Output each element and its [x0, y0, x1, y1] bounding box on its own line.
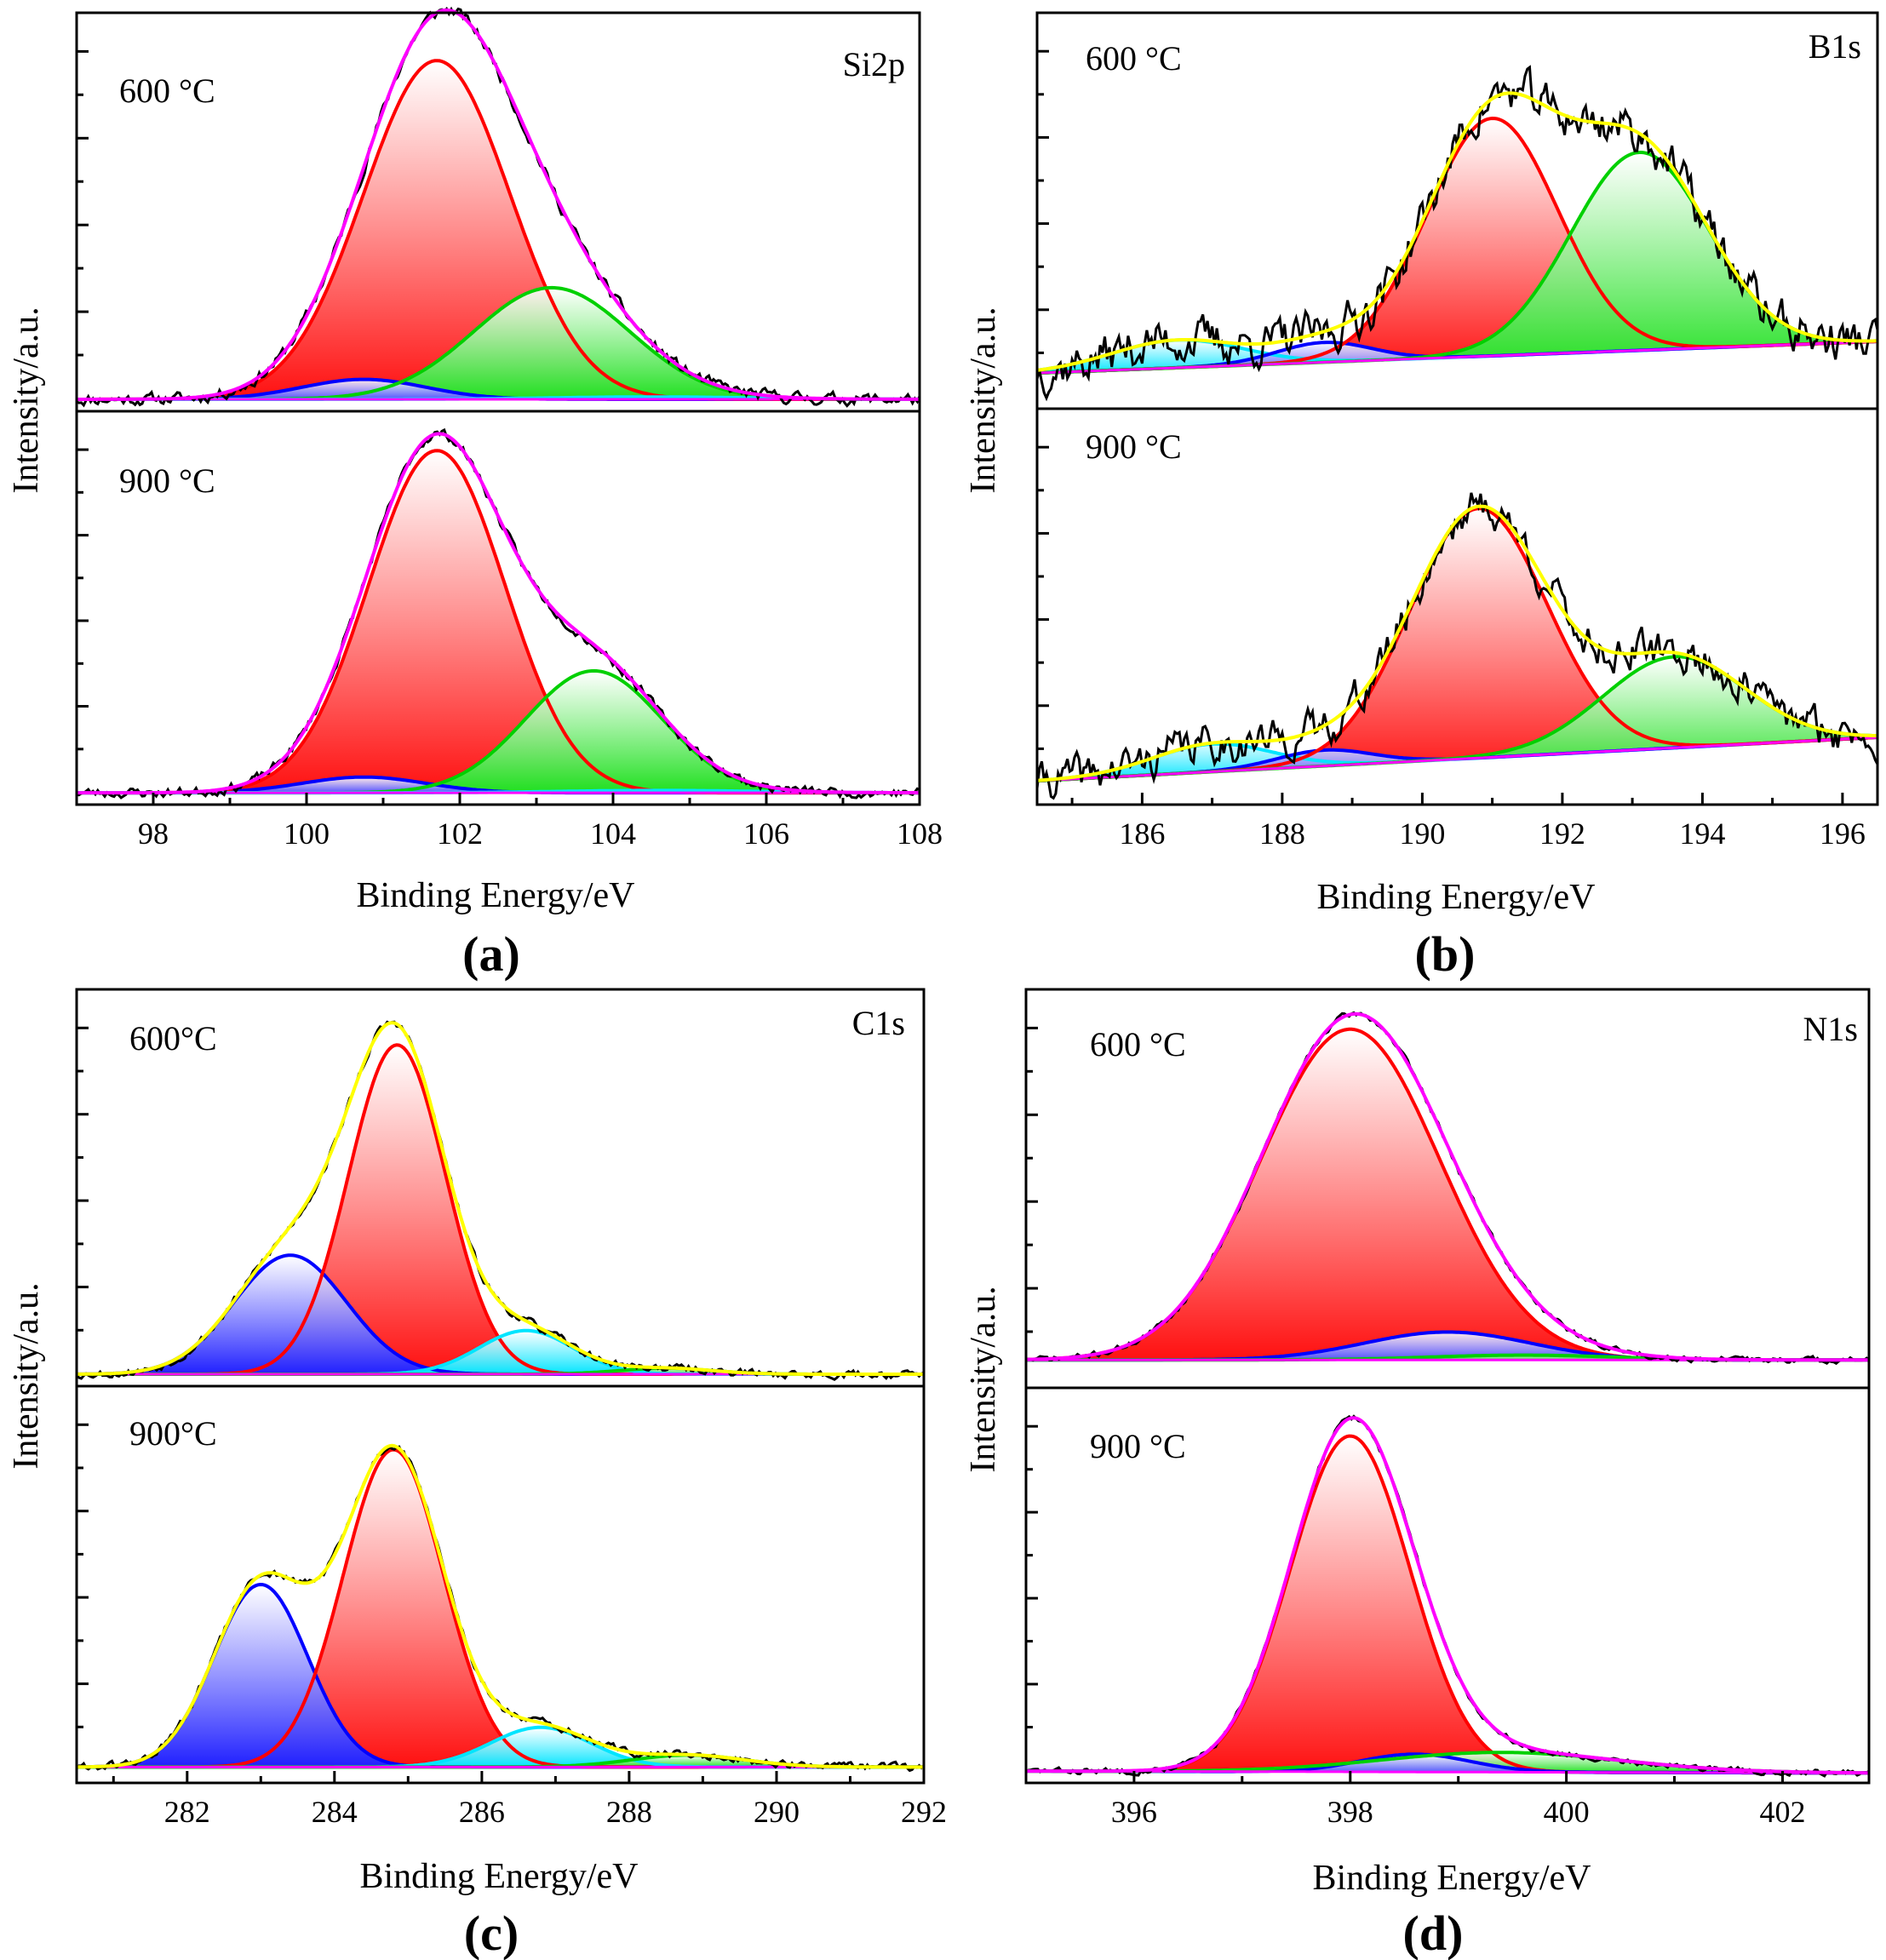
- peak-fill-1: [1026, 1754, 1869, 1774]
- panel-d-label: (d): [1403, 1906, 1464, 1960]
- panel-b-temp-top: 600 °C: [1086, 39, 1182, 77]
- panel-3-subplot-0: [1025, 1011, 1871, 1366]
- peak-fill-2: [77, 1330, 924, 1374]
- panel-2-subplot-1: [75, 1423, 925, 1773]
- x-tick-label: 192: [1539, 817, 1585, 851]
- panel-b-element-label: B1s: [1809, 27, 1861, 66]
- x-tick-label: 196: [1820, 817, 1866, 851]
- envelope-line: [1036, 91, 1877, 372]
- panel-d-temp-bottom: 900 °C: [1090, 1427, 1186, 1465]
- panel-d-temp-top: 600 °C: [1090, 1025, 1186, 1063]
- panel-2-subplot-0: [76, 1020, 925, 1382]
- peak-fill-0: [77, 1585, 924, 1768]
- panel-0-subplot-1: [76, 427, 920, 799]
- x-tick-label: 290: [754, 1795, 800, 1829]
- peak-fill-1: [1026, 1332, 1869, 1361]
- x-tick-label: 284: [312, 1795, 358, 1829]
- x-tick-label: 292: [901, 1795, 947, 1829]
- panel-b-label: (b): [1415, 926, 1476, 982]
- panel-c-temp-top: 600°C: [129, 1019, 217, 1057]
- envelope-line: [1036, 504, 1878, 782]
- peak-fill-0: [77, 379, 920, 399]
- x-tick-label: 286: [459, 1795, 505, 1829]
- panel-3-subplot-1: [1025, 1414, 1870, 1778]
- x-tick-label: 186: [1119, 817, 1165, 851]
- x-tick-label: 106: [743, 817, 789, 851]
- panel-a: 98 100 102 104 106 108 Si2p 600 °C 900 °C Int…: [7, 6, 943, 982]
- panel-c-element-label: C1s: [852, 1004, 905, 1042]
- panel-d-plot-area: 396 398 400 402: [1024, 988, 1871, 1829]
- panel-d-ylabel: Intensity/a.u.: [964, 1286, 1003, 1472]
- peak-fill-1: [77, 60, 920, 399]
- peak-fill-2: [1037, 118, 1877, 374]
- envelope-line: [1026, 1416, 1869, 1775]
- peak-fill-1: [77, 450, 920, 794]
- panel-d-xlabel: Binding Energy/eV: [1312, 1859, 1591, 1898]
- x-tick-label: 108: [897, 817, 943, 851]
- x-tick-label: 188: [1259, 817, 1305, 851]
- panel-1-subplot-0: [1035, 49, 1879, 402]
- panel-c: 282 284 286 288 290 292 C1s 600°C 900°C Inten…: [7, 988, 947, 1960]
- panel-a-element-label: Si2p: [843, 45, 905, 83]
- envelope-line: [77, 1021, 924, 1376]
- x-tick-label: 98: [138, 817, 169, 851]
- peak-fill-0: [1026, 1029, 1869, 1361]
- panel-d: 396 398 400 402 N1s 600 °C 900 °C Intensity…: [964, 988, 1871, 1960]
- peak-fill-3: [1037, 152, 1877, 374]
- baseline-line: [1036, 736, 1878, 782]
- panel-b-plot-area: 186 188 190 192 194 196: [1035, 11, 1879, 851]
- panel-b: 186 188 190 192 194 196 B1s 600 °C 900 °C Int…: [964, 11, 1879, 982]
- panel-c-temp-bottom: 900°C: [129, 1414, 217, 1453]
- peak-fill-2: [77, 1727, 924, 1768]
- x-tick-label: 402: [1760, 1795, 1806, 1829]
- peak-fill-3: [1037, 656, 1877, 782]
- x-tick-label: 190: [1399, 817, 1445, 851]
- peak-fill-0: [1026, 1436, 1869, 1774]
- peak-fill-0: [77, 1255, 924, 1374]
- peak-fill-2: [1037, 508, 1877, 782]
- panel-c-plot-area: 282 284 286 288 290 292: [75, 988, 947, 1829]
- peak-fill-1: [77, 1045, 924, 1374]
- peak-line-1: [77, 1043, 924, 1376]
- envelope-line: [77, 8, 920, 401]
- panel-a-temp-bottom: 900 °C: [119, 461, 215, 500]
- panel-0-subplot-0: [76, 6, 921, 408]
- x-tick-label: 102: [437, 817, 483, 851]
- panel-a-temp-top: 600 °C: [119, 72, 215, 110]
- panel-c-label: (c): [464, 1906, 519, 1960]
- panel-c-xlabel: Binding Energy/eV: [359, 1857, 638, 1896]
- panel-d-element-label: N1s: [1803, 1010, 1858, 1048]
- panel-a-xlabel: Binding Energy/eV: [356, 876, 634, 915]
- envelope-line: [76, 1443, 924, 1769]
- peak-fill-0: [77, 777, 920, 794]
- baseline-line: [1026, 1769, 1869, 1774]
- panel-b-xlabel: Binding Energy/eV: [1316, 878, 1595, 917]
- peak-fill-3: [77, 1755, 924, 1768]
- peak-fill-2: [77, 287, 920, 399]
- baseline-line: [1036, 340, 1878, 375]
- envelope-line: [77, 432, 920, 795]
- peak-fill-2: [77, 670, 920, 794]
- x-tick-label: 288: [606, 1795, 652, 1829]
- raw-data-line: [1035, 492, 1879, 800]
- x-tick-label: 398: [1327, 1795, 1373, 1829]
- x-tick-label: 400: [1544, 1795, 1590, 1829]
- panel-a-label: (a): [462, 926, 520, 982]
- plot-frame: [1024, 988, 1871, 1785]
- x-tick-label: 396: [1111, 1795, 1157, 1829]
- envelope-line: [1025, 1012, 1869, 1362]
- x-tick-label: 100: [284, 817, 330, 851]
- panel-b-temp-bottom: 900 °C: [1086, 427, 1182, 466]
- x-tick-label: 104: [590, 817, 636, 851]
- panel-b-ylabel: Intensity/a.u.: [964, 307, 1003, 493]
- panel-c-ylabel: Intensity/a.u.: [7, 1282, 46, 1469]
- raw-data-line: [76, 1020, 925, 1382]
- x-tick-label: 194: [1679, 817, 1725, 851]
- panel-a-plot-area: 98 100 102 104 106 108: [75, 6, 943, 851]
- x-tick-label: 282: [164, 1795, 210, 1829]
- panel-a-ylabel: Intensity/a.u.: [7, 307, 46, 493]
- plot-frame: [75, 11, 921, 806]
- panel-1-subplot-1: [1035, 445, 1879, 800]
